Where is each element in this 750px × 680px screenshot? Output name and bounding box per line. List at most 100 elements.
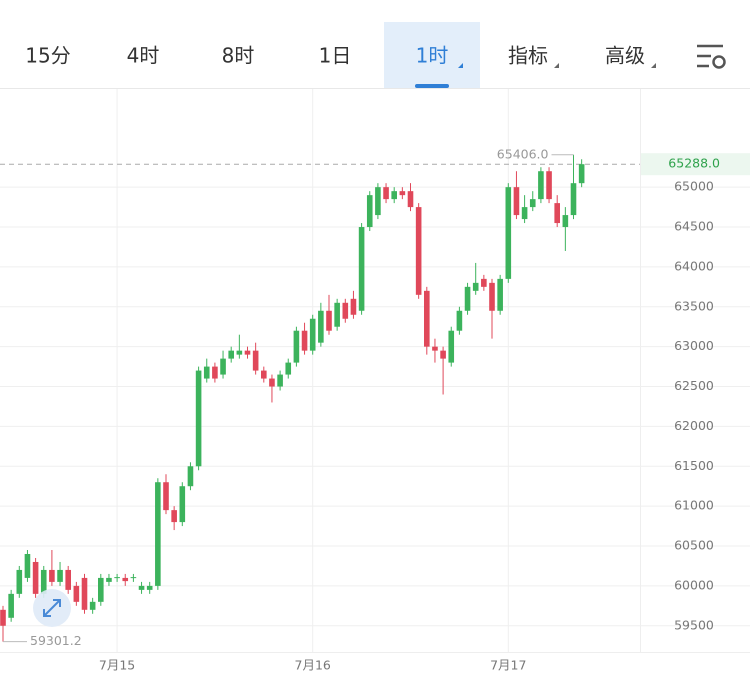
candle-body (309, 318, 316, 351)
candle-body (212, 366, 218, 379)
settings-icon[interactable] (697, 44, 726, 69)
candle-body (570, 183, 577, 216)
candle-body (383, 187, 389, 200)
candle-body (0, 609, 6, 626)
y-tick-label: 61000 (674, 498, 714, 513)
candle-body (32, 561, 39, 594)
candle-body (326, 310, 332, 331)
candle-body (293, 330, 300, 363)
candle-body (578, 164, 585, 184)
candle-body (138, 585, 145, 590)
expand-button[interactable] (33, 589, 71, 627)
tab[interactable]: 4时 (127, 44, 160, 68)
candle-body (318, 310, 324, 343)
candle-body (440, 350, 446, 359)
y-tick-label: 60500 (674, 538, 714, 553)
candle-body (301, 330, 308, 351)
candle-body (98, 577, 104, 602)
candle-body (106, 577, 112, 582)
candle-body (16, 569, 23, 594)
candle-body (187, 466, 194, 487)
last-price-box (641, 153, 750, 176)
tab-underline (415, 84, 449, 88)
candle-body (73, 585, 80, 602)
candle-body (415, 207, 422, 295)
candle-body (24, 553, 31, 578)
candle-body (481, 278, 487, 287)
candle-body (49, 569, 55, 582)
candle-body (424, 290, 430, 347)
candle-body (554, 203, 560, 224)
candle-body (432, 346, 438, 351)
y-tick-label: 64000 (674, 258, 714, 273)
min-marker-label: 59301.2 (30, 633, 82, 648)
candle-body (464, 286, 471, 311)
candle-body (391, 191, 397, 200)
candle-body (155, 482, 161, 586)
candle-body (285, 362, 292, 375)
candle-body (350, 298, 357, 315)
dropdown-caret (651, 63, 656, 68)
candle-body (529, 199, 536, 208)
candle-body (269, 378, 275, 387)
candle-body (375, 187, 381, 216)
candle-body (334, 302, 340, 327)
toolbar: 15分 4时 8时 1日 1时 指标 高级 (25, 22, 656, 88)
candle-body (252, 350, 259, 371)
candle-body (399, 191, 406, 196)
tab[interactable]: 15分 (25, 44, 70, 68)
candle-body (114, 577, 120, 579)
last-price-label: 65288.0 (668, 156, 720, 171)
candle-body (562, 215, 569, 228)
candle-body (220, 358, 226, 375)
candle-body (228, 350, 234, 359)
candle-body (179, 486, 186, 523)
dropdown-caret (458, 63, 463, 68)
candle-body (244, 350, 251, 355)
candle-body (456, 310, 463, 331)
candle-body (163, 482, 169, 511)
candle-body (171, 510, 177, 523)
y-tick-label: 64500 (674, 219, 714, 234)
tab[interactable]: 高级 (605, 44, 645, 68)
y-tick-label: 65000 (674, 179, 714, 194)
candle-body (130, 577, 137, 579)
x-tick-label: 7月16 (295, 658, 331, 673)
tab[interactable]: 1时 (416, 44, 449, 68)
candle-body (40, 569, 47, 594)
candle-body (546, 171, 552, 200)
candle-body (342, 302, 349, 319)
candle-body (89, 601, 96, 610)
candle-body (407, 191, 414, 208)
candle-body (195, 370, 202, 467)
tab[interactable]: 1日 (319, 44, 352, 68)
tab[interactable]: 8时 (222, 44, 255, 68)
plot: 59500 60000 60500 61000 61500 62000 62500 63000… (0, 89, 750, 673)
candle-body (122, 577, 129, 582)
candle-body (146, 585, 153, 590)
tab[interactable]: 指标 (508, 44, 548, 68)
y-tick-label: 59500 (674, 617, 714, 632)
candle-body (57, 569, 63, 582)
candle-body (448, 330, 455, 363)
candle-body (261, 370, 267, 379)
candle-body (65, 569, 71, 590)
candle-body (203, 366, 210, 379)
candle-body (489, 282, 495, 311)
candle-body (358, 227, 365, 311)
candle-body (366, 195, 373, 228)
max-marker-label: 65406.0 (497, 146, 549, 161)
dropdown-caret (554, 63, 559, 68)
y-tick-label: 61500 (674, 458, 714, 473)
candle-body (81, 577, 88, 610)
candle-body (505, 187, 512, 279)
x-tick-label: 7月17 (490, 658, 526, 673)
y-tick-label: 63000 (674, 338, 714, 353)
y-tick-label: 62000 (674, 418, 714, 433)
candle-body (8, 593, 14, 618)
tab-highlight (384, 22, 480, 88)
candle-body (277, 374, 283, 387)
candle-body (472, 282, 479, 291)
y-tick-label: 63500 (674, 298, 714, 313)
